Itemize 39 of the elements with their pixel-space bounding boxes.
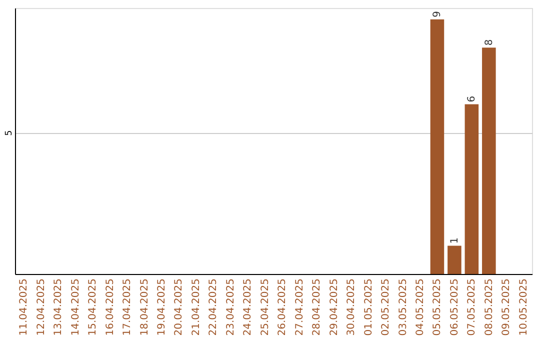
x-tick-label: 20.04.2025 xyxy=(174,278,185,336)
bar xyxy=(482,48,496,274)
x-tick-label: 26.04.2025 xyxy=(277,278,288,336)
x-tick-label: 18.04.2025 xyxy=(139,278,150,336)
data-label: 8 xyxy=(484,39,495,46)
x-tick-label: 17.04.2025 xyxy=(122,278,134,336)
x-tick-label: 11.04.2025 xyxy=(18,278,30,336)
bar xyxy=(448,246,462,274)
x-tick-label: 21.04.2025 xyxy=(190,278,202,336)
bar xyxy=(430,19,444,274)
x-tick-label: 30.04.2025 xyxy=(346,278,358,336)
data-label: 1 xyxy=(449,237,460,244)
data-label: 6 xyxy=(466,96,478,102)
x-tick-label: 04.05.2025 xyxy=(414,278,426,336)
x-tick-label: 16.04.2025 xyxy=(104,278,116,336)
x-tick-label: 12.04.2025 xyxy=(36,278,47,336)
x-tick-label: 05.05.2025 xyxy=(432,278,444,336)
data-label: 9 xyxy=(432,10,444,18)
x-tick-label: 24.04.2025 xyxy=(242,278,254,336)
x-tick-label: 01.05.2025 xyxy=(363,278,374,336)
x-tick-label: 14.04.2025 xyxy=(70,278,82,336)
x-tick-label: 03.05.2025 xyxy=(398,278,409,336)
bar xyxy=(464,104,479,274)
x-tick-label: 29.04.2025 xyxy=(328,278,340,336)
x-tick-label: 28.04.2025 xyxy=(312,278,323,336)
x-tick-label: 10.05.2025 xyxy=(518,278,530,336)
x-tick-label: 19.04.2025 xyxy=(156,278,168,336)
x-tick-label: 13.04.2025 xyxy=(53,278,64,336)
x-tick-label: 25.04.2025 xyxy=(260,278,271,336)
x-tick-label: 09.05.2025 xyxy=(501,278,512,336)
x-tick-label: 15.04.2025 xyxy=(88,278,99,336)
x-tick-label: 06.05.2025 xyxy=(449,278,460,336)
x-tick-label: 08.05.2025 xyxy=(484,278,495,336)
x-tick-label: 27.04.2025 xyxy=(294,278,306,336)
x-tick-label: 02.05.2025 xyxy=(380,278,392,336)
x-tick-label: 22.04.2025 xyxy=(208,278,220,336)
y-tick-label: 5 xyxy=(4,130,14,136)
x-tick-label: 07.05.2025 xyxy=(466,278,478,336)
x-tick-label: 23.04.2025 xyxy=(225,278,236,336)
